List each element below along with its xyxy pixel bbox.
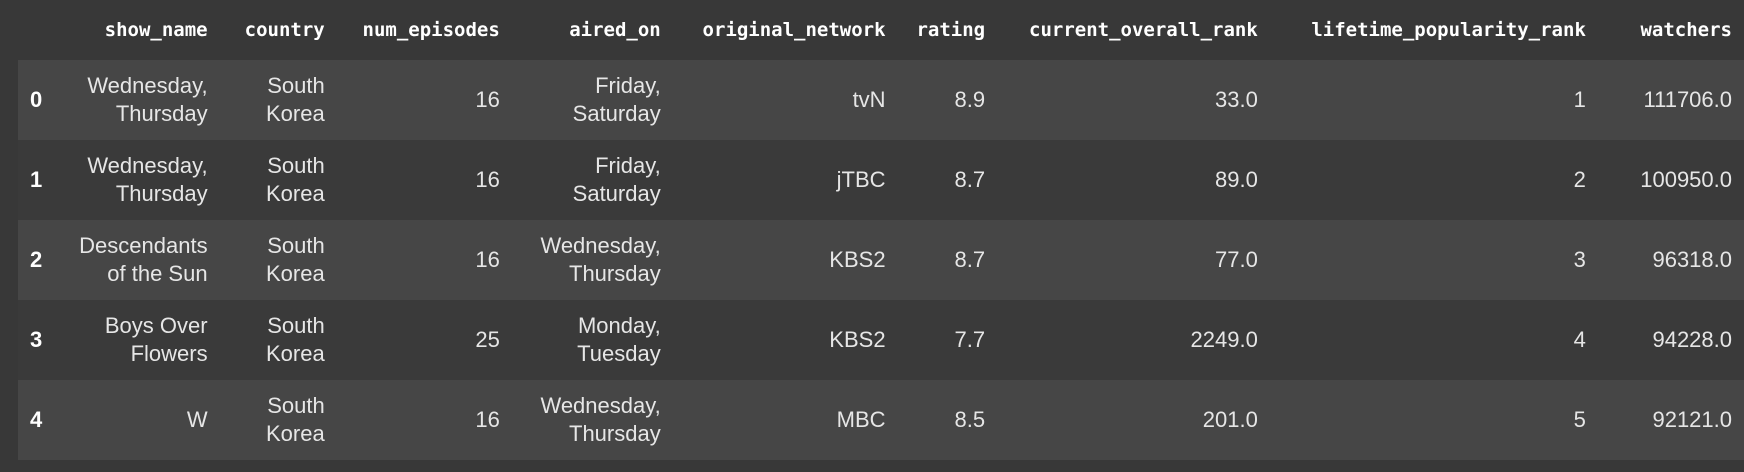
dataframe-table: show_name country num_episodes aired_on … bbox=[18, 0, 1744, 460]
cell-watchers: 92121.0 bbox=[1652, 407, 1732, 432]
cell-show-name: Wednesday, Thursday bbox=[87, 153, 208, 206]
header-row: show_name country num_episodes aired_on … bbox=[18, 0, 1744, 60]
row-index: 2 bbox=[30, 247, 43, 272]
cell-aired-on: Friday, Saturday bbox=[572, 153, 661, 206]
cell-watchers: 111706.0 bbox=[1643, 87, 1733, 112]
row-index: 0 bbox=[30, 87, 43, 112]
row-index: 1 bbox=[30, 167, 43, 192]
cell-aired-on: Friday, Saturday bbox=[572, 73, 661, 126]
column-header: rating bbox=[916, 19, 986, 41]
cell-original-network: jTBC bbox=[836, 167, 886, 192]
cell-original-network: KBS2 bbox=[829, 327, 886, 352]
cell-watchers: 96318.0 bbox=[1652, 247, 1732, 272]
cell-country: South Korea bbox=[266, 393, 325, 446]
cell-show-name: Boys Over Flowers bbox=[104, 313, 208, 366]
column-header: current_overall_rank bbox=[1029, 19, 1258, 41]
cell-current-overall-rank: 201.0 bbox=[1202, 407, 1258, 432]
cell-country: South Korea bbox=[266, 313, 325, 366]
cell-show-name: W bbox=[186, 407, 208, 432]
cell-original-network: tvN bbox=[852, 87, 886, 112]
cell-rating: 8.7 bbox=[954, 247, 986, 272]
cell-lifetime-popularity-rank: 4 bbox=[1573, 327, 1586, 352]
table-row: 4 W South Korea 16 Wednesday, Thursday M… bbox=[18, 380, 1744, 460]
cell-num-episodes: 25 bbox=[475, 327, 500, 352]
cell-original-network: MBC bbox=[836, 407, 886, 432]
cell-num-episodes: 16 bbox=[475, 167, 500, 192]
column-header: show_name bbox=[104, 19, 208, 41]
cell-watchers: 94228.0 bbox=[1652, 327, 1732, 352]
cell-rating: 8.9 bbox=[954, 87, 986, 112]
column-header: original_network bbox=[702, 19, 886, 41]
cell-country: South Korea bbox=[266, 233, 325, 286]
cell-show-name: Wednesday, Thursday bbox=[87, 73, 208, 126]
table-row: 1 Wednesday, Thursday South Korea 16 Fri… bbox=[18, 140, 1744, 220]
cell-current-overall-rank: 33.0 bbox=[1214, 87, 1258, 112]
cell-lifetime-popularity-rank: 2 bbox=[1573, 167, 1586, 192]
cell-rating: 7.7 bbox=[954, 327, 986, 352]
cell-lifetime-popularity-rank: 5 bbox=[1573, 407, 1586, 432]
cell-show-name: Descendants of the Sun bbox=[79, 233, 208, 286]
cell-lifetime-popularity-rank: 1 bbox=[1573, 87, 1586, 112]
column-header: lifetime_popularity_rank bbox=[1311, 19, 1586, 41]
header-index bbox=[18, 0, 67, 60]
column-header: watchers bbox=[1640, 19, 1732, 41]
cell-watchers: 100950.0 bbox=[1640, 167, 1732, 192]
cell-rating: 8.7 bbox=[954, 167, 986, 192]
cell-lifetime-popularity-rank: 3 bbox=[1573, 247, 1586, 272]
cell-num-episodes: 16 bbox=[475, 247, 500, 272]
cell-aired-on: Wednesday, Thursday bbox=[540, 233, 661, 286]
dataframe-output: show_name country num_episodes aired_on … bbox=[18, 0, 1744, 460]
row-index: 4 bbox=[30, 407, 43, 432]
table-row: 3 Boys Over Flowers South Korea 25 Monda… bbox=[18, 300, 1744, 380]
table-row: 0 Wednesday, Thursday South Korea 16 Fri… bbox=[18, 60, 1744, 140]
cell-num-episodes: 16 bbox=[475, 87, 500, 112]
table-row: 2 Descendants of the Sun South Korea 16 … bbox=[18, 220, 1744, 300]
cell-country: South Korea bbox=[266, 73, 325, 126]
row-index: 3 bbox=[30, 327, 43, 352]
cell-aired-on: Wednesday, Thursday bbox=[540, 393, 661, 446]
column-header: aired_on bbox=[569, 19, 661, 41]
cell-current-overall-rank: 89.0 bbox=[1214, 167, 1258, 192]
cell-rating: 8.5 bbox=[954, 407, 986, 432]
cell-num-episodes: 16 bbox=[475, 407, 500, 432]
cell-original-network: KBS2 bbox=[829, 247, 886, 272]
column-header: country bbox=[244, 19, 325, 41]
cell-aired-on: Monday, Tuesday bbox=[577, 313, 661, 366]
cell-country: South Korea bbox=[266, 153, 325, 206]
column-header: num_episodes bbox=[362, 19, 500, 41]
cell-current-overall-rank: 2249.0 bbox=[1190, 327, 1258, 352]
cell-current-overall-rank: 77.0 bbox=[1214, 247, 1258, 272]
